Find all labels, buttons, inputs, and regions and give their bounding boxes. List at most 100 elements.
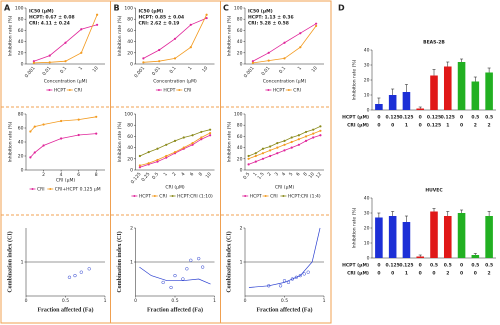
bar — [430, 75, 438, 110]
bar — [402, 222, 411, 258]
annotation: CRI: 2.62 ± 0.19 — [139, 21, 180, 27]
x-tick-label: 2 — [266, 171, 273, 177]
data-point — [290, 146, 293, 149]
x-tick-label: 0 — [244, 298, 247, 304]
x-tick-label: 0.001 — [24, 65, 37, 79]
x-tick-label: 0.5 — [62, 298, 69, 304]
bar — [430, 211, 438, 258]
x-axis-label: CRI (μM) — [275, 185, 295, 191]
data-point — [299, 32, 302, 35]
panel-border — [0, 0, 332, 324]
data-point — [189, 23, 192, 26]
data-point — [67, 275, 72, 279]
data-point — [32, 60, 36, 63]
data-point — [297, 138, 300, 141]
data-point — [315, 22, 318, 25]
legend-marker — [178, 89, 181, 91]
x-tick-label: 0 — [25, 298, 28, 304]
data-point — [158, 48, 161, 52]
row-value: 0 — [377, 271, 380, 277]
annotation: IC50 (μM) — [29, 9, 54, 15]
data-point — [142, 61, 145, 64]
data-point — [205, 13, 208, 16]
legend-label: CRI — [293, 88, 301, 94]
data-point — [319, 125, 322, 128]
legend-label: CRI — [74, 88, 82, 94]
row-value: 0 — [419, 271, 422, 277]
x-tick-label: 10 — [205, 171, 213, 179]
data-point — [42, 144, 45, 147]
x-tick-label: 8 — [95, 172, 98, 178]
x-tick-label: 12 — [315, 171, 323, 179]
panel-letter: B — [114, 4, 120, 13]
annotation: IC50 (μM) — [139, 9, 164, 15]
panel-letter: D — [338, 4, 345, 13]
data-point — [138, 164, 141, 167]
data-point — [306, 270, 310, 274]
x-axis-label: Concentration (μM) — [263, 79, 307, 85]
row-value: 0.125 — [399, 115, 413, 121]
x-axis-label: Fraction affected (Fa) — [38, 306, 94, 313]
row-value: 0 — [432, 271, 435, 277]
annotation: CRI: 5.28 ± 0.58 — [248, 21, 289, 27]
y-tick-label: 20 — [127, 156, 133, 162]
data-point — [182, 146, 185, 149]
x-tick-label: 10 — [310, 65, 318, 73]
y-tick-label: 40 — [18, 39, 24, 45]
x-tick-label: 0.25 — [140, 171, 151, 183]
data-point — [189, 46, 192, 49]
y-tick-label: 60 — [127, 28, 133, 34]
x-tick-label: 0.5 — [171, 298, 178, 304]
legend-label: HCPT — [139, 194, 151, 200]
row-value: 0 — [460, 115, 463, 121]
data-point — [304, 130, 308, 134]
data-point — [60, 137, 63, 140]
row-value: 0 — [377, 123, 380, 129]
data-point — [33, 151, 36, 154]
data-point — [261, 157, 265, 160]
data-point — [80, 51, 83, 54]
row-label: HCPT (μM) — [342, 115, 369, 121]
data-point — [87, 267, 91, 271]
data-point — [304, 139, 308, 142]
legend-marker — [48, 89, 51, 91]
data-point — [315, 24, 318, 28]
y-tick-label: 0 — [130, 62, 133, 68]
x-tick-label: 1 — [252, 171, 259, 177]
data-point — [191, 134, 194, 137]
row-value: 0.5 — [471, 263, 479, 269]
row-value: 0.125 — [427, 115, 441, 121]
x-tick-label: 0 — [134, 298, 137, 304]
x-tick-label: 2 — [171, 171, 178, 177]
data-point — [209, 131, 212, 135]
y-tick-label: 80 — [127, 123, 133, 129]
row-value: 0 — [460, 123, 463, 129]
row-value: 0 — [460, 271, 463, 277]
row-value: 0.5 — [485, 115, 493, 121]
legend-marker — [264, 195, 267, 197]
data-point — [276, 142, 279, 145]
row-value: 0.5 — [485, 263, 493, 269]
data-point — [209, 128, 212, 131]
legend-label: HCPT:CRI (1:10) — [177, 194, 213, 200]
data-point — [60, 119, 63, 123]
row-value: 0.125 — [427, 123, 441, 129]
data-point — [191, 142, 194, 145]
y-tick-label: 0 — [21, 168, 24, 174]
y-tick-label: 60 — [18, 28, 24, 34]
annotation: HCPT: 1.13 ± 0.36 — [248, 15, 294, 21]
y-tick-label: 80 — [18, 112, 24, 118]
data-point — [319, 129, 322, 132]
data-point — [283, 149, 286, 152]
error-bar — [432, 208, 436, 212]
x-tick-label: 10 — [308, 171, 316, 179]
legend-label: HCPT:CRI (1:4) — [288, 194, 321, 200]
y-tick-label: 100 — [234, 112, 243, 118]
y-tick-label: 10 — [364, 241, 370, 247]
legend-label: CRI+HCPT 0.125 μM — [55, 187, 101, 193]
legend-marker — [157, 89, 160, 91]
error-bar — [391, 88, 395, 95]
data-point — [181, 277, 185, 281]
y-tick-label: 40 — [364, 196, 370, 202]
error-bar — [377, 97, 381, 104]
